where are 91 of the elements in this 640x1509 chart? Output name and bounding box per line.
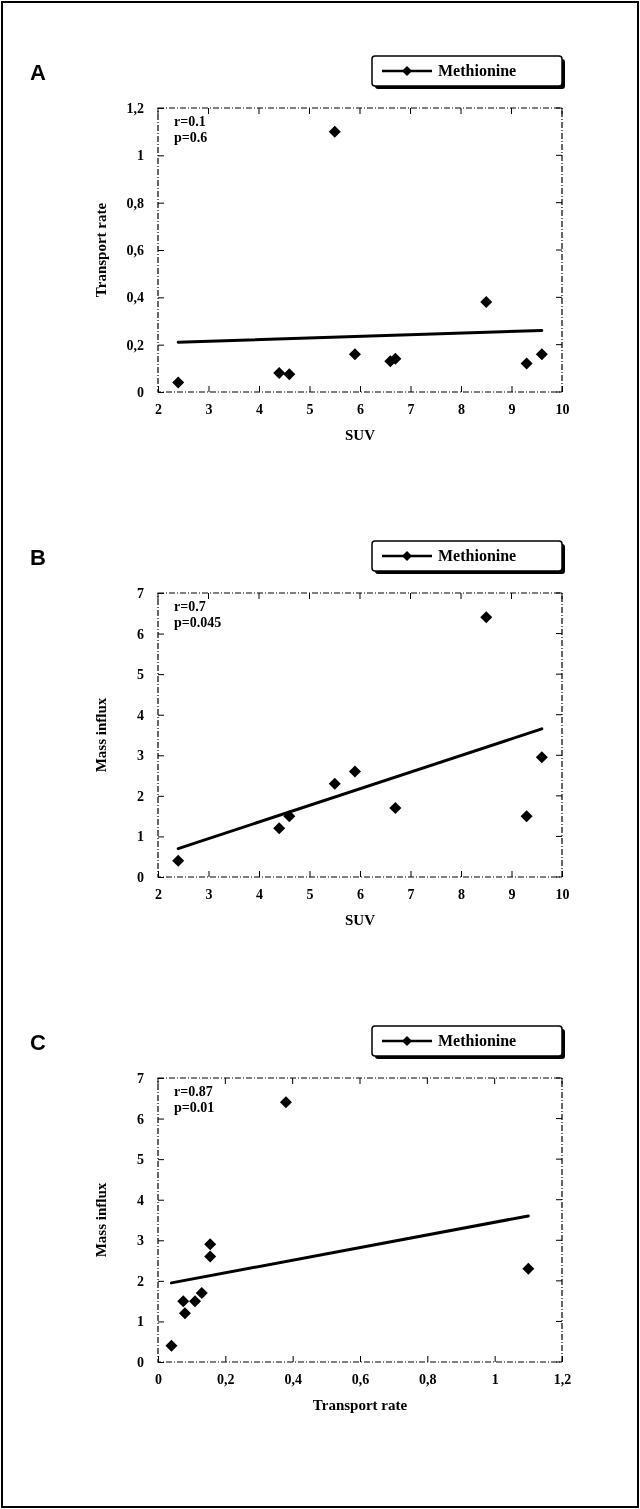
- x-tick-label: 1: [491, 1371, 499, 1387]
- x-axis-title: SUV: [344, 427, 376, 443]
- point: [520, 357, 533, 370]
- point: [172, 376, 185, 389]
- point: [389, 802, 402, 815]
- y-tick-label: 0,8: [126, 195, 144, 211]
- annotation: p=0.045: [174, 615, 222, 630]
- x-tick-label: 1,2: [553, 1371, 572, 1387]
- point: [520, 810, 533, 823]
- x-tick-label: 7: [407, 401, 415, 417]
- point: [189, 1295, 202, 1308]
- y-tick-label: 0,2: [126, 337, 144, 353]
- y-tick-label: 2: [137, 788, 144, 804]
- point: [273, 367, 286, 380]
- x-axis-title: SUV: [344, 912, 376, 928]
- x-tick-label: 9: [508, 401, 516, 417]
- x-tick-label: 7: [407, 886, 415, 902]
- x-tick-label: 2: [155, 401, 162, 417]
- x-tick-label: 3: [205, 401, 213, 417]
- y-tick-label: 7: [137, 585, 144, 601]
- legend-label: Methionine: [438, 547, 517, 564]
- annotation: r=0.7: [174, 599, 206, 614]
- chart-title: B: [30, 545, 46, 570]
- point: [348, 348, 361, 361]
- y-tick-label: 1: [137, 148, 144, 164]
- x-tick-label: 0,4: [284, 1371, 302, 1387]
- point: [480, 611, 493, 624]
- y-tick-label: 5: [137, 667, 144, 683]
- point: [480, 296, 493, 309]
- x-tick-label: 6: [357, 401, 364, 417]
- x-tick-label: 0: [155, 1371, 162, 1387]
- point: [165, 1339, 178, 1352]
- annotation: p=0.6: [174, 130, 208, 145]
- point: [172, 854, 185, 867]
- point: [177, 1295, 190, 1308]
- y-tick-label: 4: [137, 707, 144, 723]
- y-axis-title: Transport rate: [93, 202, 109, 298]
- y-tick-label: 3: [137, 1233, 144, 1249]
- point: [204, 1238, 217, 1251]
- y-axis-title: Mass influx: [93, 697, 109, 773]
- x-tick-label: 10: [555, 401, 570, 417]
- x-tick-label: 2: [155, 886, 162, 902]
- x-axis-title: Transport rate: [312, 1397, 408, 1413]
- y-tick-label: 0: [137, 869, 144, 885]
- x-tick-label: 8: [458, 401, 465, 417]
- annotation: r=0.1: [174, 114, 206, 129]
- x-tick-label: 3: [205, 886, 213, 902]
- point: [522, 1262, 535, 1275]
- point: [535, 348, 548, 361]
- annotation: p=0.01: [174, 1100, 215, 1115]
- x-tick-label: 9: [508, 886, 516, 902]
- legend-label: Methionine: [438, 62, 517, 79]
- x-tick-label: 6: [357, 886, 364, 902]
- y-tick-label: 1,2: [126, 100, 144, 116]
- chart-title: C: [30, 1030, 46, 1055]
- x-tick-label: 0,8: [419, 1371, 437, 1387]
- point: [328, 125, 341, 138]
- y-tick-label: 4: [137, 1192, 144, 1208]
- y-tick-label: 0: [137, 384, 144, 400]
- x-tick-label: 4: [256, 401, 263, 417]
- y-tick-label: 0: [137, 1354, 144, 1370]
- x-tick-label: 5: [306, 401, 314, 417]
- point: [195, 1287, 208, 1300]
- point: [348, 765, 361, 778]
- y-tick-label: 1: [137, 829, 144, 845]
- y-tick-label: 1: [137, 1314, 144, 1330]
- y-tick-label: 2: [137, 1273, 144, 1289]
- point: [178, 1307, 191, 1320]
- y-tick-label: 0,6: [126, 242, 144, 258]
- chart-title: A: [30, 60, 46, 85]
- point: [204, 1250, 217, 1263]
- y-tick-label: 0,4: [126, 290, 144, 306]
- annotation: r=0.87: [174, 1084, 213, 1099]
- point: [535, 751, 548, 764]
- y-tick-label: 7: [137, 1070, 144, 1086]
- x-tick-label: 0,6: [351, 1371, 370, 1387]
- x-tick-label: 0,2: [217, 1371, 235, 1387]
- x-tick-label: 4: [256, 886, 263, 902]
- legend-label: Methionine: [438, 1032, 517, 1049]
- y-tick-label: 6: [137, 1111, 144, 1127]
- point: [273, 822, 286, 835]
- x-tick-label: 8: [458, 886, 465, 902]
- x-tick-label: 5: [306, 886, 314, 902]
- y-tick-label: 5: [137, 1152, 144, 1168]
- y-tick-label: 3: [137, 748, 144, 764]
- y-axis-title: Mass influx: [93, 1182, 109, 1258]
- point: [279, 1096, 292, 1109]
- point: [328, 777, 341, 790]
- point: [283, 368, 296, 381]
- y-tick-label: 6: [137, 626, 144, 642]
- x-tick-label: 10: [555, 886, 570, 902]
